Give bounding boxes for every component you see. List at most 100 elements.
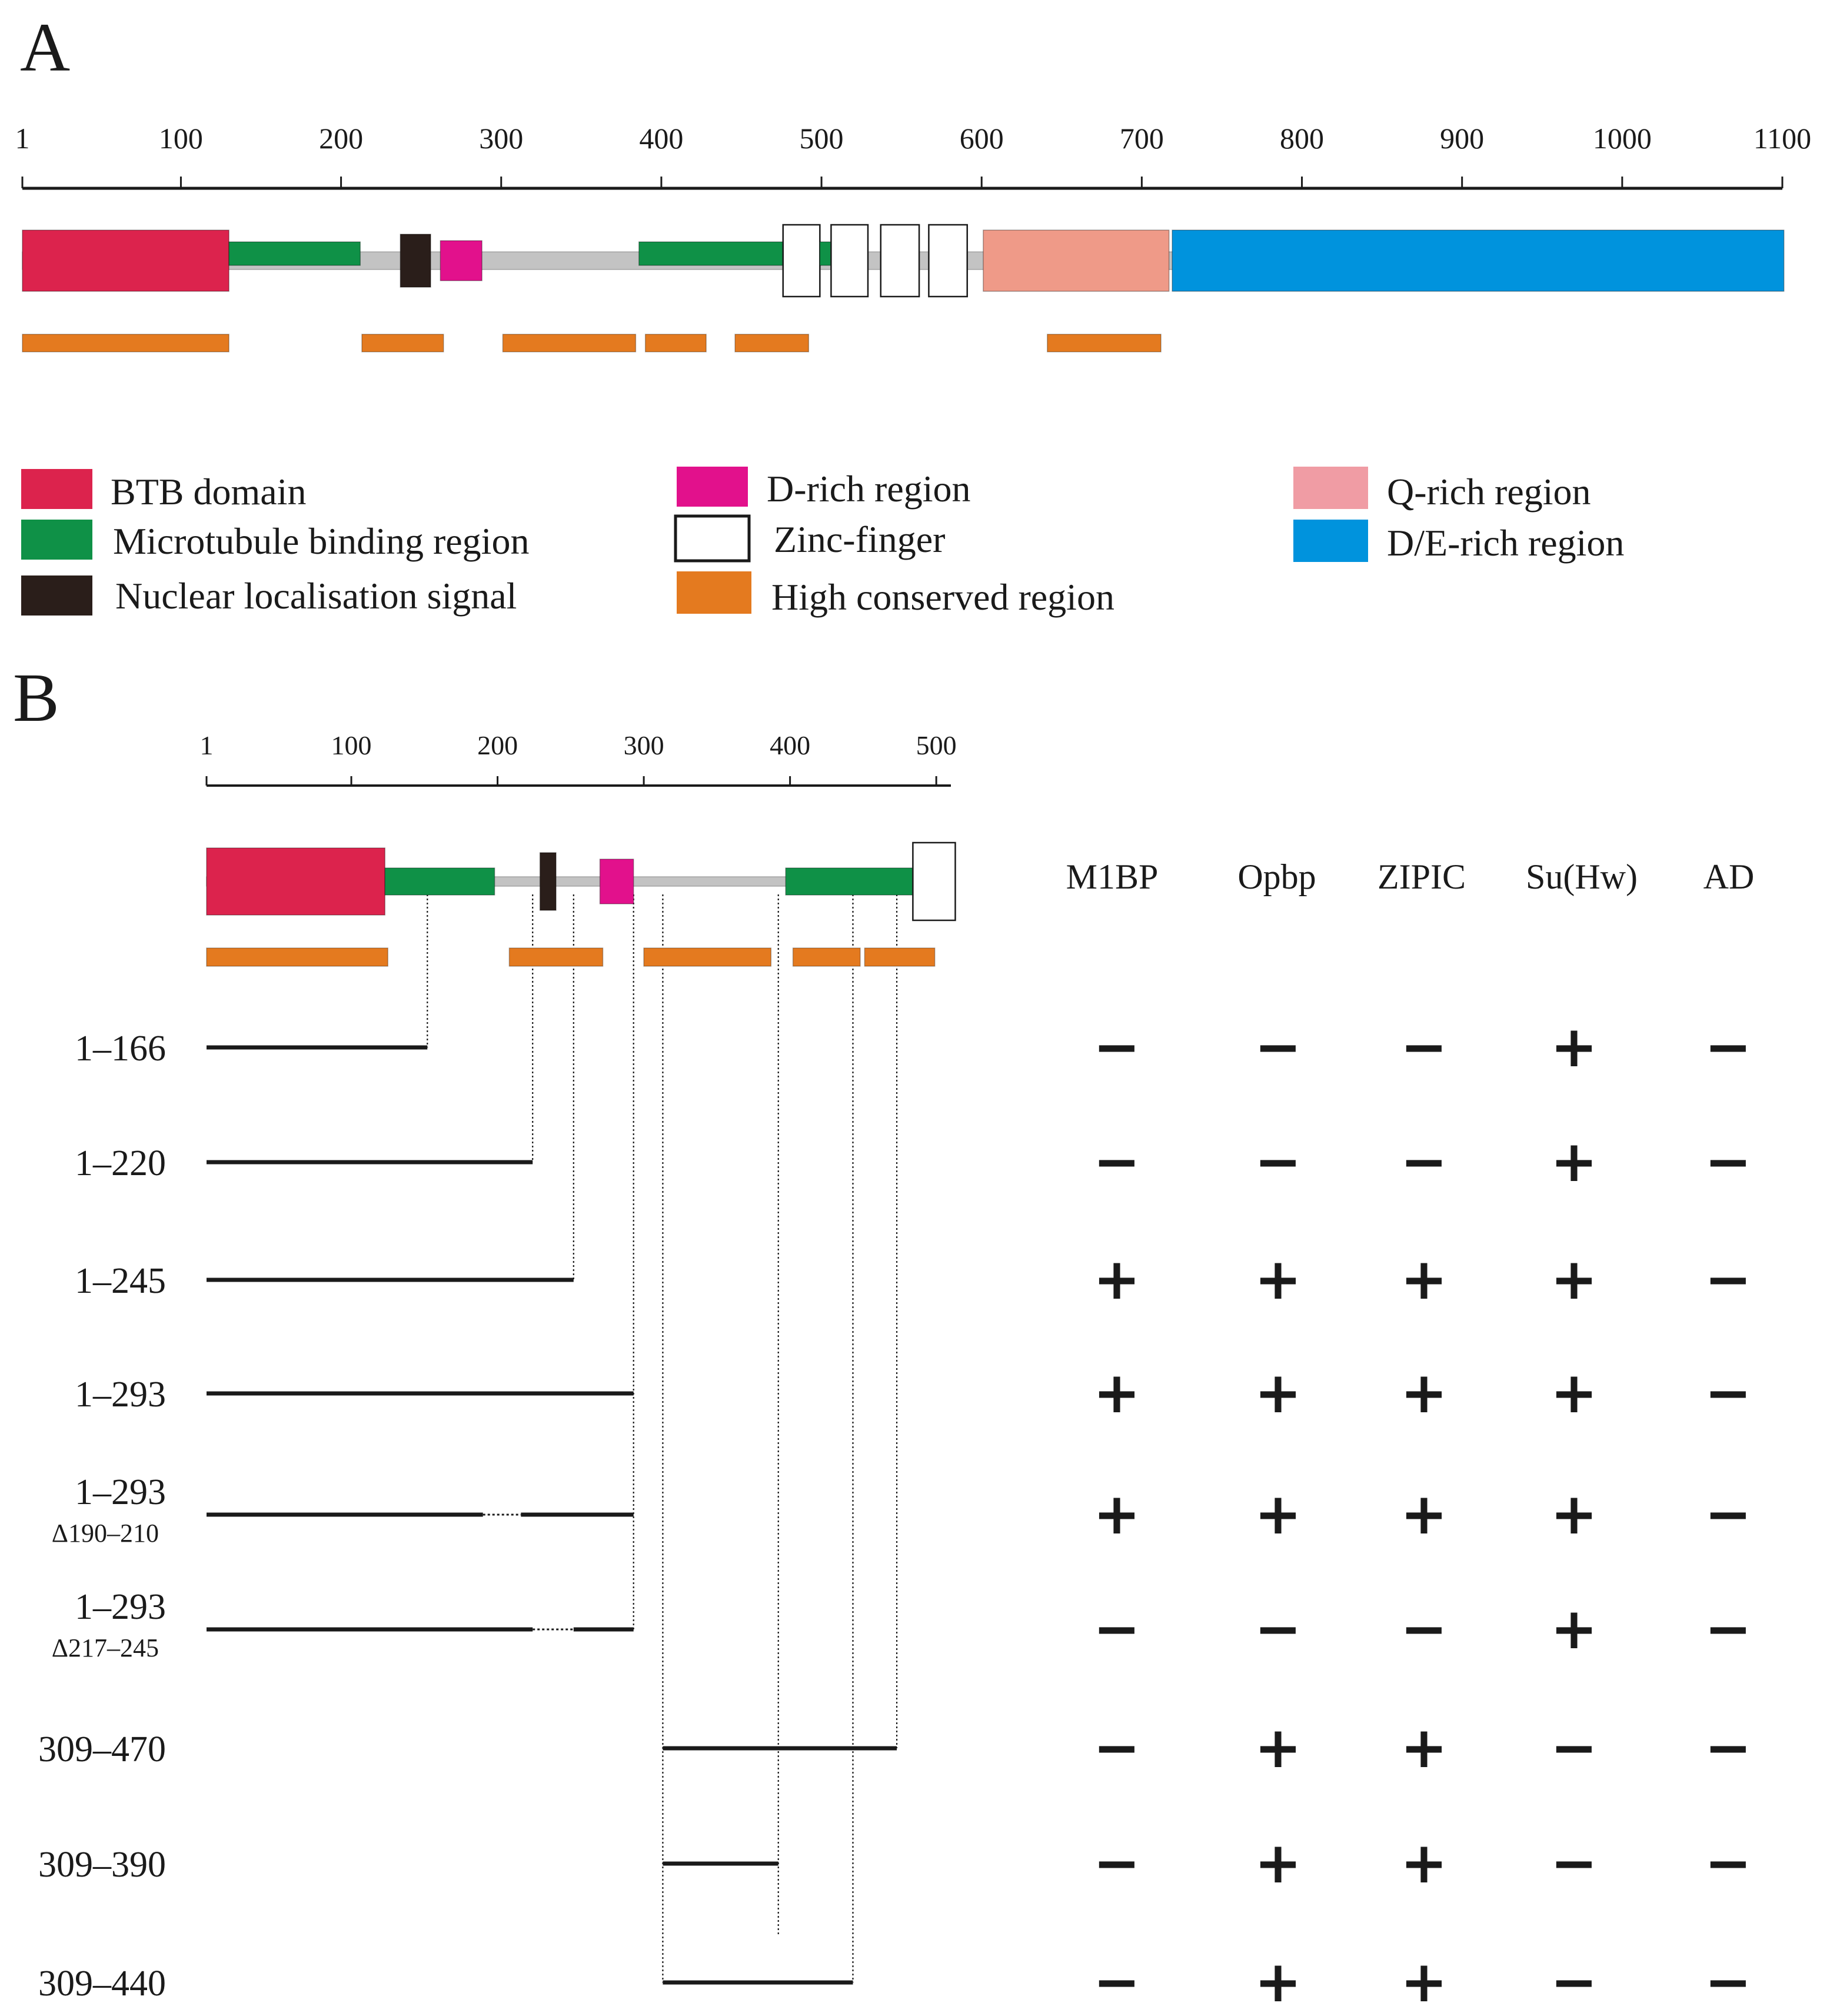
panel-a-conserved-regions [22,334,1162,352]
interaction-result: + [1400,1481,1448,1547]
axis-tick-label: 1 [15,122,30,155]
interaction-result: − [1705,1360,1752,1426]
interaction-result: − [1400,1014,1448,1080]
panel-b-axis: 1 100 200 300 400 500 [200,730,957,787]
construct-label: 1–293 [75,1472,166,1512]
axis-tick-label: 200 [477,730,518,760]
legend-label-nls: Nuclear localisation signal [115,575,517,617]
axis-tick-label: 100 [159,122,203,155]
interaction-result: − [1093,1014,1140,1080]
domain-nls [539,852,557,911]
interaction-result: − [1705,1949,1752,2015]
interaction-result: − [1705,1246,1752,1312]
construct-label: 1–166 [75,1029,166,1069]
domain-btb [206,847,385,916]
axis-tick-label: 1100 [1754,122,1811,155]
domain-mt [638,241,784,266]
conserved-region [1047,334,1162,352]
interaction-result: + [1400,1246,1448,1312]
axis-tick-label: 500 [916,730,957,760]
construct-label: 1–220 [75,1143,166,1183]
legend-label-qrich: Q-rich region [1387,471,1591,513]
column-header-suhw: Su(Hw) [1526,857,1638,896]
interaction-result: − [1550,1949,1598,2015]
interaction-result: − [1705,1129,1752,1195]
panel-b-conserved-regions [206,947,936,967]
axis-tick-label: 400 [770,730,810,760]
domain-drich [440,240,483,281]
axis-tick-label: 400 [639,122,683,155]
column-header-ad: AD [1703,857,1755,896]
domain-drich [599,859,634,904]
construct-label: 309–440 [38,1964,166,2004]
legend-label-microtubule: Microtubule binding region [113,520,529,562]
interaction-result: − [1550,1830,1598,1896]
panel-a-letter: A [20,9,70,86]
interaction-result: − [1550,1715,1598,1781]
axis-tick-label: 500 [800,122,844,155]
interaction-result: + [1550,1129,1598,1195]
interaction-result: + [1550,1360,1598,1426]
interaction-result: + [1255,1360,1302,1426]
interaction-result: − [1093,1715,1140,1781]
construct-rows: 1–166 − − − + − 1–220 − − − + − 1–245 + + + + − 1–293 + + + + −… [38,1014,1752,2015]
domain-zf [782,224,821,298]
construct-label: 1–293 [75,1375,166,1415]
conserved-region [644,334,707,352]
legend-swatch-drich [677,467,748,507]
panel-b-letter: B [13,659,59,736]
domain-zf [912,841,956,921]
interaction-result: + [1550,1014,1598,1080]
interaction-result: + [1550,1596,1598,1662]
interaction-result: − [1705,1596,1752,1662]
legend-label-btb: BTB domain [111,471,306,513]
column-header-m1bp: M1BP [1066,857,1159,896]
interaction-result: + [1255,1481,1302,1547]
axis-tick-label: 300 [624,730,664,760]
legend: BTB domain Microtubule binding region Nu… [21,467,1624,618]
interaction-result: + [1550,1246,1598,1312]
conserved-region [502,334,637,352]
interaction-result: − [1705,1481,1752,1547]
legend-swatch-nls [21,575,92,616]
interaction-result: − [1093,1596,1140,1662]
construct-label: 309–390 [38,1845,166,1885]
interaction-result: − [1093,1949,1140,2015]
interaction-result: − [1400,1596,1448,1662]
conserved-region [508,947,604,967]
conserved-region [22,334,229,352]
domain-mt [785,867,914,896]
interaction-result: + [1255,1949,1302,2015]
conserved-region [792,947,861,967]
conserved-region [206,947,388,967]
interaction-result: + [1255,1830,1302,1896]
domain-zf [830,224,869,298]
legend-label-drich: D-rich region [767,468,971,510]
legend-swatch-btb [21,469,92,509]
interaction-result: + [1255,1715,1302,1781]
legend-label-conserved: High conserved region [771,576,1114,618]
interaction-result: − [1705,1014,1752,1080]
domain-mt [819,241,832,266]
construct-sublabel: Δ190–210 [52,1519,159,1548]
interaction-result: + [1400,1830,1448,1896]
interaction-result: + [1400,1715,1448,1781]
construct-label: 309–470 [38,1729,166,1769]
legend-label-zinc-finger: Zinc-finger [774,518,945,560]
axis-tick-label: 700 [1120,122,1164,155]
domain-derich [1172,229,1785,292]
domain-qrich [983,229,1170,292]
domain-nls [400,234,431,288]
axis-tick-label: 300 [479,122,523,155]
conserved-region [361,334,444,352]
interaction-result: − [1705,1830,1752,1896]
interaction-result: − [1400,1129,1448,1195]
axis-tick-label: 800 [1280,122,1324,155]
axis-tick-label: 100 [331,730,372,760]
conserved-region [864,947,936,967]
interaction-result: − [1093,1830,1140,1896]
interaction-result: + [1550,1481,1598,1547]
panel-b-guide-lines [427,894,898,1982]
axis-tick-label: 1000 [1593,122,1652,155]
